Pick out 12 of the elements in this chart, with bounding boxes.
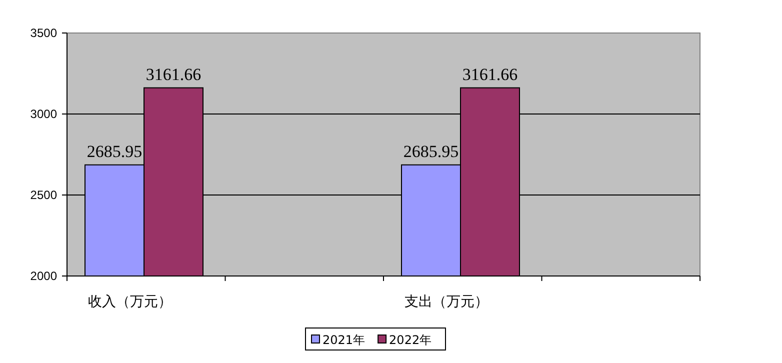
legend-label: 2022年 (389, 333, 432, 347)
x-tick-label: 支出（万元） (404, 294, 488, 310)
y-tick-label: 3500 (30, 26, 58, 40)
y-tick-label: 2000 (30, 269, 58, 283)
legend-label: 2021年 (322, 333, 366, 347)
data-label: 3161.66 (146, 64, 202, 84)
y-tick-label: 3000 (30, 107, 58, 121)
x-tick-label: 收入（万元） (88, 294, 172, 310)
data-label: 3161.66 (462, 64, 518, 84)
data-label: 2685.95 (86, 142, 142, 161)
y-tick-label: 2500 (30, 188, 58, 202)
data-label: 2685.95 (403, 142, 459, 161)
